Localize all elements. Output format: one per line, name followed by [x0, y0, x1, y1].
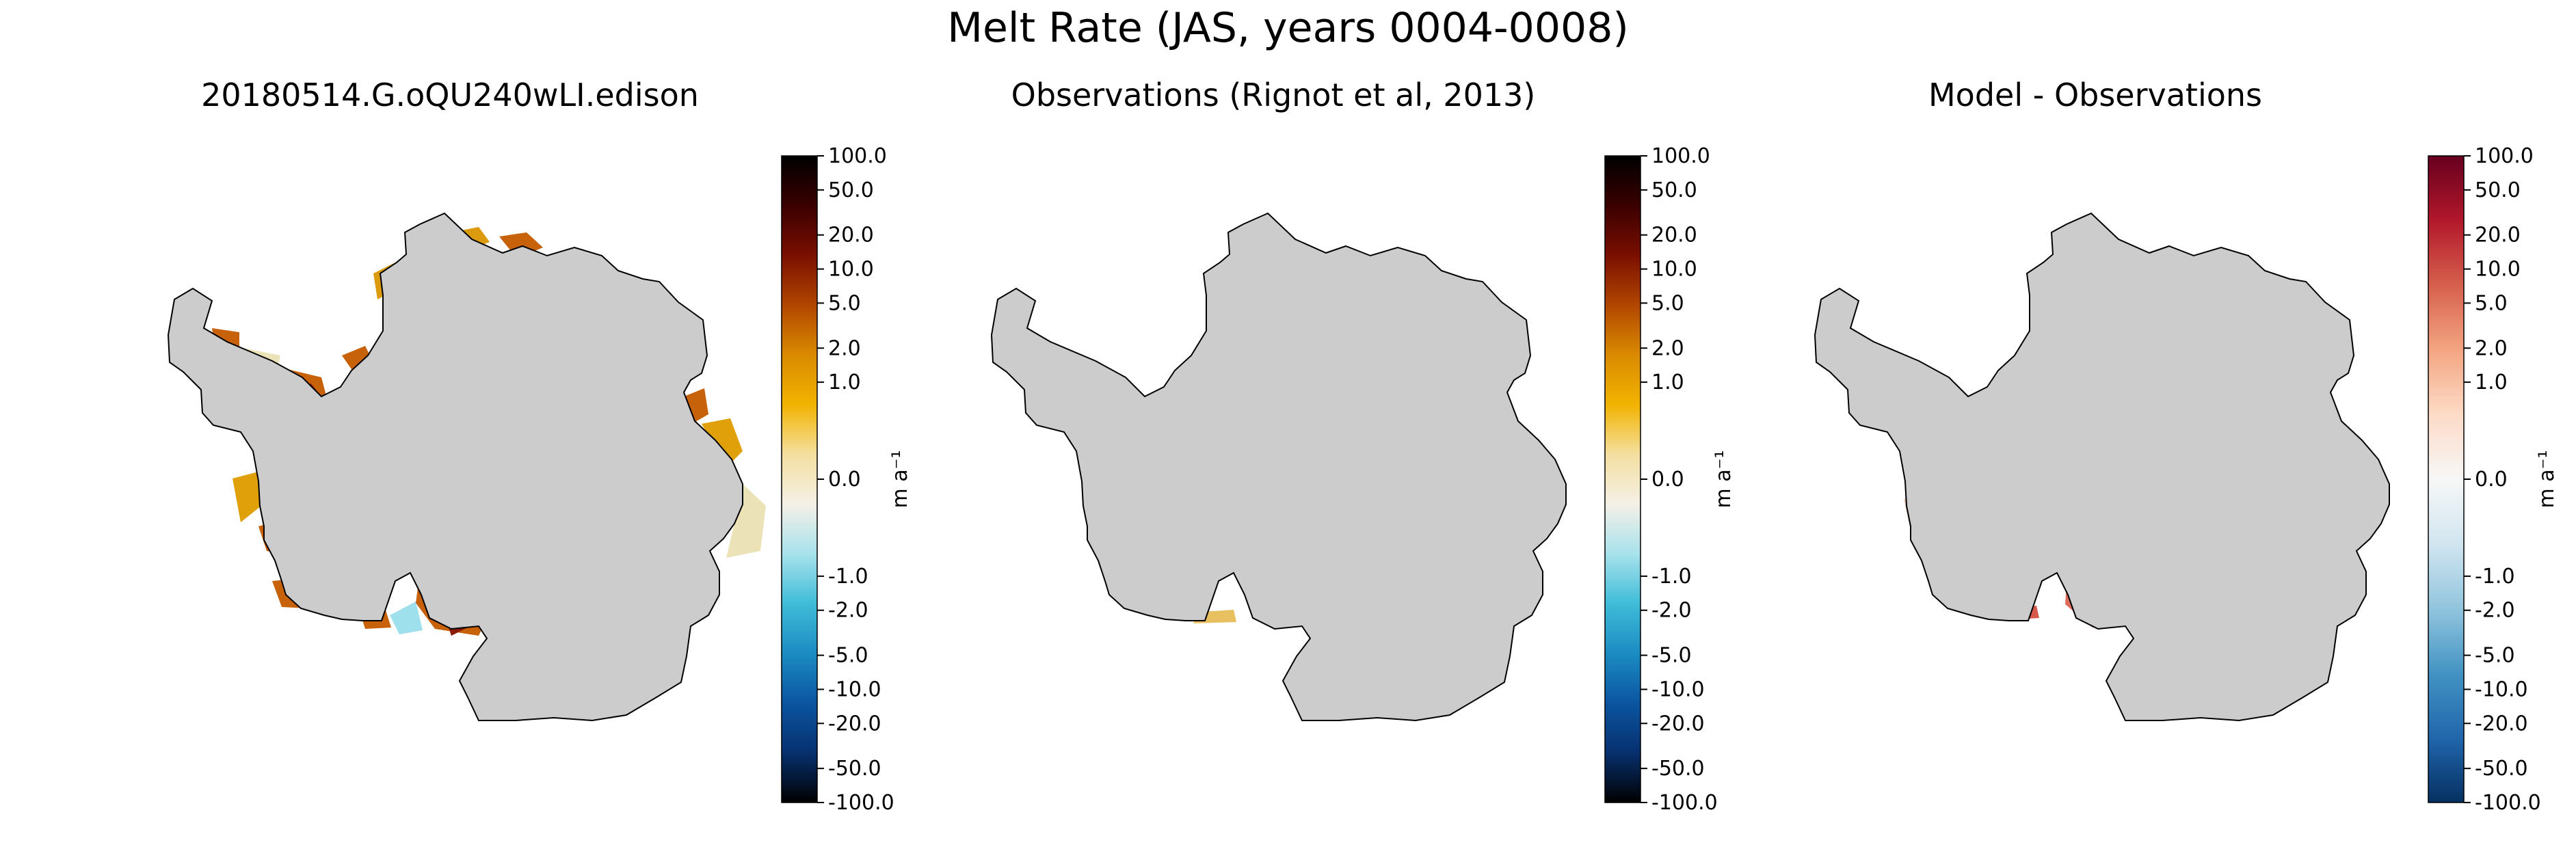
colorbar-difference-label: m a⁻¹	[2535, 450, 2559, 508]
colorbar-tick-label: -10.0	[2475, 677, 2528, 701]
colorbar-tick-label: 2.0	[1651, 336, 1684, 360]
colorbar-model-gradient	[781, 155, 818, 803]
colorbar-tick-label: 100.0	[828, 144, 887, 168]
melt-patch-totten	[726, 484, 766, 558]
colorbar-model: 100.0 50.0 20.0 10.0 5.0 2.0 1.0 0.0 -1.0 -2.0 -5.…	[781, 144, 912, 815]
colorbar-tick-label: 100.0	[1651, 144, 1710, 168]
colorbar-tick-label: 10.0	[828, 258, 874, 282]
map-panel-model	[168, 213, 766, 721]
colorbar-tick-label: 2.0	[828, 336, 861, 360]
colorbar-tick-label: -100.0	[2475, 791, 2541, 815]
colorbar-tick-label: -1.0	[1651, 565, 1692, 589]
antarctica-land-observations	[991, 213, 1567, 721]
colorbar-model-label: m a⁻¹	[888, 450, 912, 508]
colorbar-tick-label: 20.0	[828, 224, 874, 247]
colorbar-tick-label: -5.0	[1651, 644, 1692, 668]
colorbar-tick-label: -2.0	[828, 599, 868, 623]
colorbar-model-ticks: 100.0 50.0 20.0 10.0 5.0 2.0 1.0 0.0 -1.0 -2.0 -5.…	[817, 144, 894, 815]
colorbar-observations: 100.0 50.0 20.0 10.0 5.0 2.0 1.0 0.0 -1.0 -2.0 -5.…	[1604, 144, 1736, 815]
colorbar-tick-label: 50.0	[1651, 178, 1697, 202]
map-panel-difference	[1814, 213, 2390, 721]
melt-patch-shackleton	[702, 418, 743, 468]
colorbar-difference-gradient	[2428, 155, 2465, 803]
colorbar-tick-label: 10.0	[1651, 258, 1697, 282]
colorbar-tick-label: 5.0	[1651, 291, 1684, 315]
colorbar-tick-label: 0.0	[828, 468, 861, 491]
colorbar-difference: 100.0 50.0 20.0 10.0 5.0 2.0 1.0 0.0 -1.0 -2.0 -5.…	[2428, 144, 2559, 815]
colorbar-tick-label: 1.0	[828, 370, 861, 394]
colorbar-tick-label: -10.0	[1651, 677, 1705, 701]
colorbar-tick-label: -5.0	[828, 644, 868, 668]
colorbar-tick-label: -2.0	[1651, 599, 1692, 623]
colorbar-tick-label: 10.0	[2475, 258, 2521, 282]
colorbar-tick-label: 2.0	[2475, 336, 2508, 360]
antarctica-land-difference	[1814, 213, 2390, 721]
colorbar-observations-ticks: 100.0 50.0 20.0 10.0 5.0 2.0 1.0 0.0 -1.0 -2.0 -5.…	[1641, 144, 1718, 815]
colorbar-tick-label: 0.0	[1651, 468, 1684, 491]
colorbar-observations-gradient	[1604, 155, 1641, 803]
colorbar-tick-label: -50.0	[2475, 757, 2528, 781]
colorbar-tick-label: -10.0	[828, 677, 881, 701]
colorbar-tick-label: 5.0	[828, 291, 861, 315]
colorbar-tick-label: -1.0	[2475, 565, 2515, 589]
colorbar-tick-label: -20.0	[1651, 712, 1705, 736]
colorbar-observations-label: m a⁻¹	[1712, 450, 1736, 508]
colorbar-tick-label: 1.0	[1651, 370, 1684, 394]
melt-patch-bellingshausen	[233, 472, 261, 522]
figure-title: Melt Rate (JAS, years 0004-0008)	[947, 4, 1629, 52]
colorbar-tick-label: 0.0	[2475, 468, 2508, 491]
colorbar-tick-label: -50.0	[828, 757, 881, 781]
colorbar-tick-label: 20.0	[2475, 224, 2521, 247]
antarctica-land-model	[168, 213, 743, 721]
panel-title-model: 20180514.G.oQU240wLI.edison	[201, 77, 699, 113]
colorbar-tick-label: 50.0	[828, 178, 874, 202]
colorbar-tick-label: 100.0	[2475, 144, 2534, 168]
colorbar-tick-label: -100.0	[1651, 791, 1718, 815]
colorbar-tick-label: -2.0	[2475, 599, 2515, 623]
colorbar-tick-label: -1.0	[828, 565, 868, 589]
panel-title-observations: Observations (Rignot et al, 2013)	[1011, 77, 1536, 113]
colorbar-tick-label: 1.0	[2475, 370, 2508, 394]
map-panel-observations	[991, 213, 1567, 721]
melt-patch-ross-west	[390, 602, 423, 634]
colorbar-difference-ticks: 100.0 50.0 20.0 10.0 5.0 2.0 1.0 0.0 -1.0 -2.0 -5.…	[2464, 144, 2541, 815]
colorbar-tick-label: 5.0	[2475, 291, 2508, 315]
colorbar-tick-label: 20.0	[1651, 224, 1697, 247]
panel-title-difference: Model - Observations	[1928, 77, 2263, 113]
colorbar-tick-label: -20.0	[828, 712, 881, 736]
colorbar-tick-label: -50.0	[1651, 757, 1705, 781]
colorbar-tick-label: -100.0	[828, 791, 894, 815]
colorbar-tick-label: -20.0	[2475, 712, 2528, 736]
colorbar-tick-label: 50.0	[2475, 178, 2521, 202]
colorbar-tick-label: -5.0	[2475, 644, 2515, 668]
